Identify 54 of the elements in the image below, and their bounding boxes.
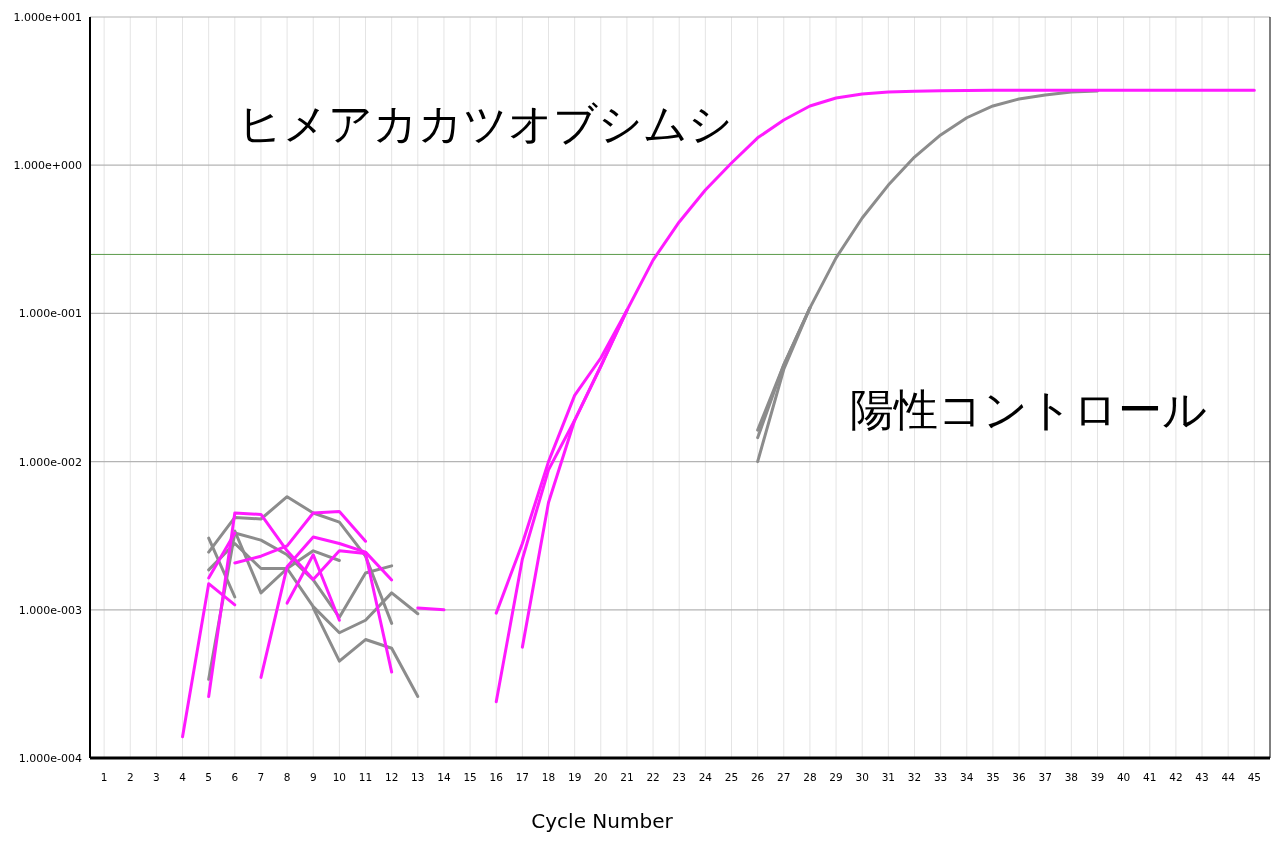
x-tick-label: 21 [620, 771, 634, 783]
x-tick-label: 28 [803, 771, 817, 783]
x-tick-label: 1 [100, 771, 108, 783]
y-tick-label: 1.000e-001 [18, 307, 82, 321]
x-tick-label: 39 [1090, 771, 1105, 783]
x-tick-label: 20 [594, 771, 608, 783]
x-tick-label: 33 [933, 771, 948, 783]
y-tick-label: 1.000e-003 [18, 603, 82, 617]
x-tick-label: 27 [777, 771, 791, 783]
annotation: 陽性コントロール [849, 383, 1207, 435]
x-tick-label: 17 [515, 771, 530, 783]
x-tick-label: 26 [750, 771, 765, 783]
x-tick-label: 44 [1221, 771, 1236, 783]
x-tick-label: 16 [489, 771, 504, 783]
y-tick-label: 1.000e-002 [18, 455, 82, 469]
x-tick-label: 34 [960, 771, 974, 783]
x-tick-label: 11 [358, 771, 373, 783]
x-tick-label: 4 [179, 771, 187, 783]
x-tick-label: 24 [698, 771, 713, 783]
x-tick-label: 23 [672, 771, 686, 783]
x-tick-label: 41 [1143, 771, 1157, 783]
y-tick-label: 1.000e-004 [18, 752, 82, 765]
x-tick-label: 37 [1038, 771, 1052, 783]
annotation: ヒメアカカツオブシムシ [237, 98, 733, 150]
x-tick-label: 14 [437, 771, 451, 783]
x-tick-label: 31 [881, 771, 896, 783]
x-tick-label: 25 [724, 771, 739, 783]
y-tick-label: 1.000e+001 [13, 11, 82, 24]
x-tick-label: 2 [126, 771, 134, 783]
x-tick-label: 10 [332, 771, 347, 783]
y-tick-label: 1.000e+000 [13, 159, 82, 173]
x-tick-label: 42 [1169, 771, 1183, 783]
x-tick-label: 43 [1195, 771, 1209, 783]
x-tick-label: 29 [829, 771, 843, 783]
x-tick-label: 36 [1012, 771, 1027, 783]
x-tick-label: 12 [384, 771, 399, 783]
x-tick-label: 45 [1247, 771, 1261, 783]
x-tick-label: 9 [309, 771, 317, 783]
x-tick-label: 40 [1116, 771, 1131, 783]
x-tick-label: 15 [463, 771, 477, 783]
x-tick-label: 18 [541, 771, 556, 783]
x-tick-label: 32 [907, 771, 922, 783]
x-tick-label: 30 [855, 771, 869, 783]
x-axis-title: Cycle Number [531, 809, 674, 833]
x-tick-label: 22 [646, 771, 660, 783]
x-tick-label: 13 [411, 771, 425, 783]
x-tick-label: 38 [1064, 771, 1079, 783]
x-tick-label: 19 [567, 771, 582, 783]
x-tick-label: 6 [231, 771, 239, 783]
x-tick-label: 35 [986, 771, 1000, 783]
x-tick-label: 8 [283, 771, 291, 783]
x-tick-label: 7 [257, 771, 265, 783]
x-tick-label: 3 [153, 771, 160, 783]
x-tick-label: 5 [205, 771, 213, 783]
